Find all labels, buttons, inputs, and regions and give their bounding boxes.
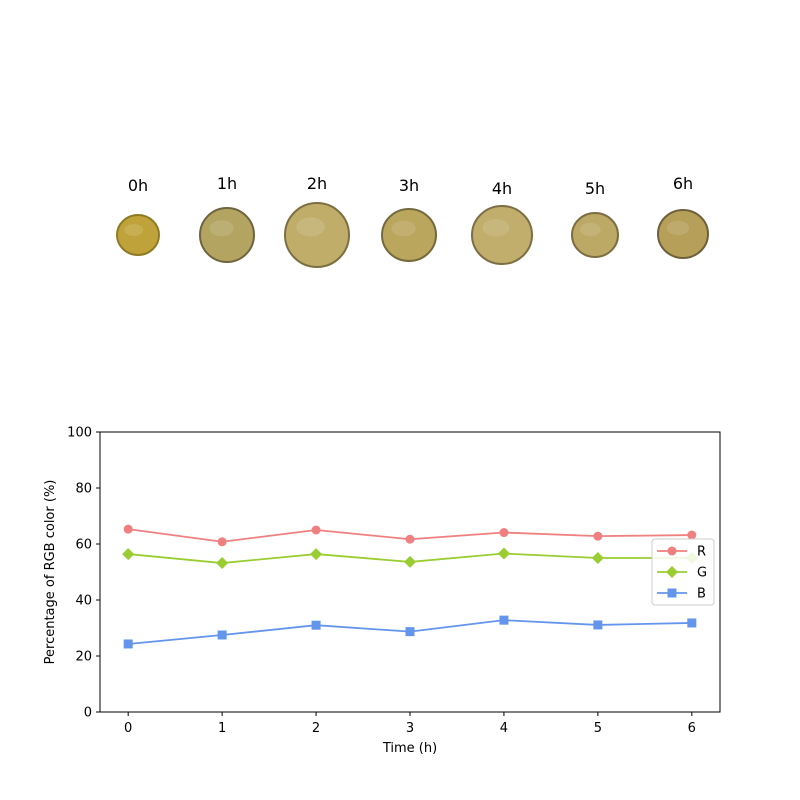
sample-label: 0h xyxy=(128,176,148,195)
y-tick-label: 60 xyxy=(75,538,92,553)
data-point xyxy=(499,615,509,625)
data-point xyxy=(123,524,133,534)
data-point xyxy=(497,547,510,560)
x-tick-label: 5 xyxy=(594,721,602,736)
data-point xyxy=(687,618,697,628)
sample-disc-image xyxy=(284,202,350,268)
sample-disc-image xyxy=(471,205,533,265)
data-point xyxy=(687,530,697,540)
x-axis-label: Time (h) xyxy=(382,741,437,756)
sample-disc-highlight xyxy=(580,222,601,237)
data-point xyxy=(311,620,321,630)
sample-label: 6h xyxy=(673,174,693,193)
sample-disc-highlight xyxy=(482,219,510,237)
plot-area xyxy=(100,432,720,712)
y-axis-ticks: 0 20 40 60 80 100 xyxy=(67,426,100,721)
sample-disc-highlight xyxy=(666,220,690,236)
sample-label: 5h xyxy=(585,179,605,198)
x-tick-label: 1 xyxy=(218,721,226,736)
legend-label: R xyxy=(697,545,706,560)
sample-disc-image xyxy=(657,209,709,259)
data-point xyxy=(404,555,416,568)
legend-marker xyxy=(666,566,678,578)
sample-label: 3h xyxy=(399,176,419,195)
legend-label: G xyxy=(697,566,707,581)
data-point xyxy=(216,557,229,570)
x-tick-label: 3 xyxy=(406,721,414,736)
series-r xyxy=(123,524,697,547)
sample-disc-image xyxy=(571,212,619,258)
data-point xyxy=(310,548,323,561)
x-tick-label: 4 xyxy=(500,721,508,736)
data-point xyxy=(217,630,227,640)
y-tick-label: 80 xyxy=(75,482,92,497)
data-point xyxy=(405,627,415,637)
legend-label: B xyxy=(697,587,706,602)
series-layer xyxy=(122,524,698,649)
data-point xyxy=(593,620,603,630)
sample-disc-highlight xyxy=(124,224,144,236)
legend-entry: R xyxy=(657,545,706,560)
data-point xyxy=(311,525,321,535)
legend-marker xyxy=(667,546,677,556)
sample-label: 1h xyxy=(217,174,237,193)
data-point xyxy=(405,534,415,544)
data-point xyxy=(499,528,509,538)
y-tick-label: 40 xyxy=(75,594,92,609)
y-axis-label: Percentage of RGB color (%) xyxy=(43,480,58,665)
x-tick-label: 0 xyxy=(124,721,132,736)
sample-label: 2h xyxy=(307,174,327,193)
x-axis-ticks: 0 1 2 3 4 5 6 xyxy=(124,712,696,736)
data-point xyxy=(123,639,133,649)
rgb-percentage-chart: 0 1 2 3 4 5 6 0 20 40 60 80 100 Time (h) Percentage… xyxy=(43,426,721,756)
series-b xyxy=(123,615,697,649)
legend: RGB xyxy=(651,538,715,606)
legend-marker xyxy=(667,588,677,598)
sample-label: 4h xyxy=(492,179,512,198)
sample-images-row: 0h 1h 2h 3h 4h 5h 6h xyxy=(116,174,709,268)
sample-disc-highlight xyxy=(296,217,325,237)
data-point xyxy=(122,548,135,561)
plot-frame xyxy=(99,431,721,713)
legend-entry: B xyxy=(657,587,706,602)
legend-entry: G xyxy=(657,566,707,581)
y-tick-label: 0 xyxy=(84,706,92,721)
data-point xyxy=(593,531,603,541)
data-point xyxy=(591,552,604,564)
sample-disc-highlight xyxy=(209,220,234,237)
x-tick-label: 2 xyxy=(312,721,320,736)
sample-disc-image xyxy=(381,208,437,262)
y-tick-label: 100 xyxy=(67,426,92,441)
sample-disc-highlight xyxy=(391,220,416,237)
x-tick-label: 6 xyxy=(688,721,696,736)
data-point xyxy=(217,537,227,547)
sample-disc-image xyxy=(199,207,255,263)
sample-disc-image xyxy=(116,214,160,256)
y-tick-label: 20 xyxy=(75,650,92,665)
